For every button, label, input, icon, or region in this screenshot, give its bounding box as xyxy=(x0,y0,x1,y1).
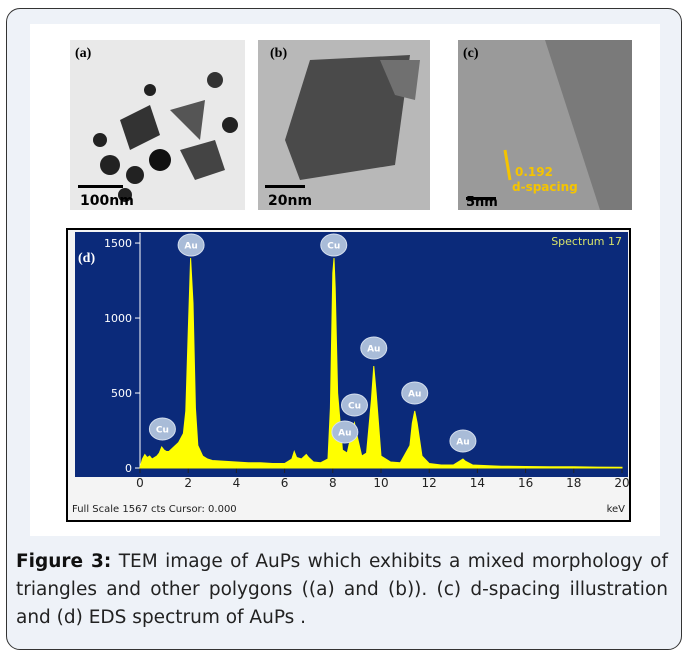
x-tick-label: 16 xyxy=(518,476,533,490)
panel-label: (a) xyxy=(75,46,92,61)
scale-bar: 100nm xyxy=(80,193,134,209)
panel-label: (d) xyxy=(78,251,95,266)
x-tick-label: 14 xyxy=(470,476,485,490)
x-unit: keV xyxy=(607,504,626,515)
peak-label: Cu xyxy=(348,402,361,412)
panel-label: (c) xyxy=(463,46,479,61)
peak-label: Au xyxy=(367,345,380,355)
caption: Figure 3: TEM image of AuPs which exhibi… xyxy=(16,548,668,632)
caption-text: TEM image of AuPs which exhibits a mixed… xyxy=(16,551,668,628)
image-a: (a) 100nm xyxy=(70,40,245,210)
y-tick-label: 500 xyxy=(111,387,132,400)
caption-label: Figure 3: xyxy=(16,551,111,572)
x-tick-label: 6 xyxy=(281,476,289,490)
y-tick-label: 0 xyxy=(125,462,132,475)
y-tick-label: 1000 xyxy=(104,312,132,325)
peak-label: Au xyxy=(184,242,197,252)
spectrum-chart: (d) Spectrum 17 Full Scale 1567 cts Curs… xyxy=(66,228,631,522)
d-spacing-value: 0.192 xyxy=(515,165,553,179)
image-c: (c) 5nm 0.192 d-spacing xyxy=(458,40,632,210)
peak-label: Cu xyxy=(156,426,169,436)
peak-label: Au xyxy=(408,390,421,400)
x-tick-label: 8 xyxy=(329,476,337,490)
peak-label: Au xyxy=(456,438,469,448)
x-tick-label: 4 xyxy=(233,476,241,490)
x-tick-label: 0 xyxy=(136,476,144,490)
spectrum-title: Spectrum 17 xyxy=(551,235,622,248)
x-tick-label: 20 xyxy=(614,476,629,490)
y-tick-label: 1500 xyxy=(104,237,132,250)
image-b: (b) 20nm xyxy=(258,40,430,210)
x-tick-label: 12 xyxy=(422,476,437,490)
chart-footer: Full Scale 1567 cts Cursor: 0.000 xyxy=(72,504,237,515)
d-spacing-note: d-spacing xyxy=(512,180,578,194)
figure: (a) 100nm (b) 20nm (c) 5nm 0.192 d-spaci… xyxy=(0,0,688,545)
x-tick-label: 18 xyxy=(566,476,581,490)
page: (a) 100nm (b) 20nm (c) 5nm 0.192 d-spaci… xyxy=(0,0,688,658)
peak-label: Au xyxy=(338,429,351,439)
panel-label: (b) xyxy=(270,46,287,61)
x-tick-label: 10 xyxy=(373,476,388,490)
x-tick-label: 2 xyxy=(184,476,192,490)
scale-bar: 20nm xyxy=(268,193,312,209)
peak-label: Cu xyxy=(327,242,340,252)
scale-bar: 5nm xyxy=(466,195,498,210)
